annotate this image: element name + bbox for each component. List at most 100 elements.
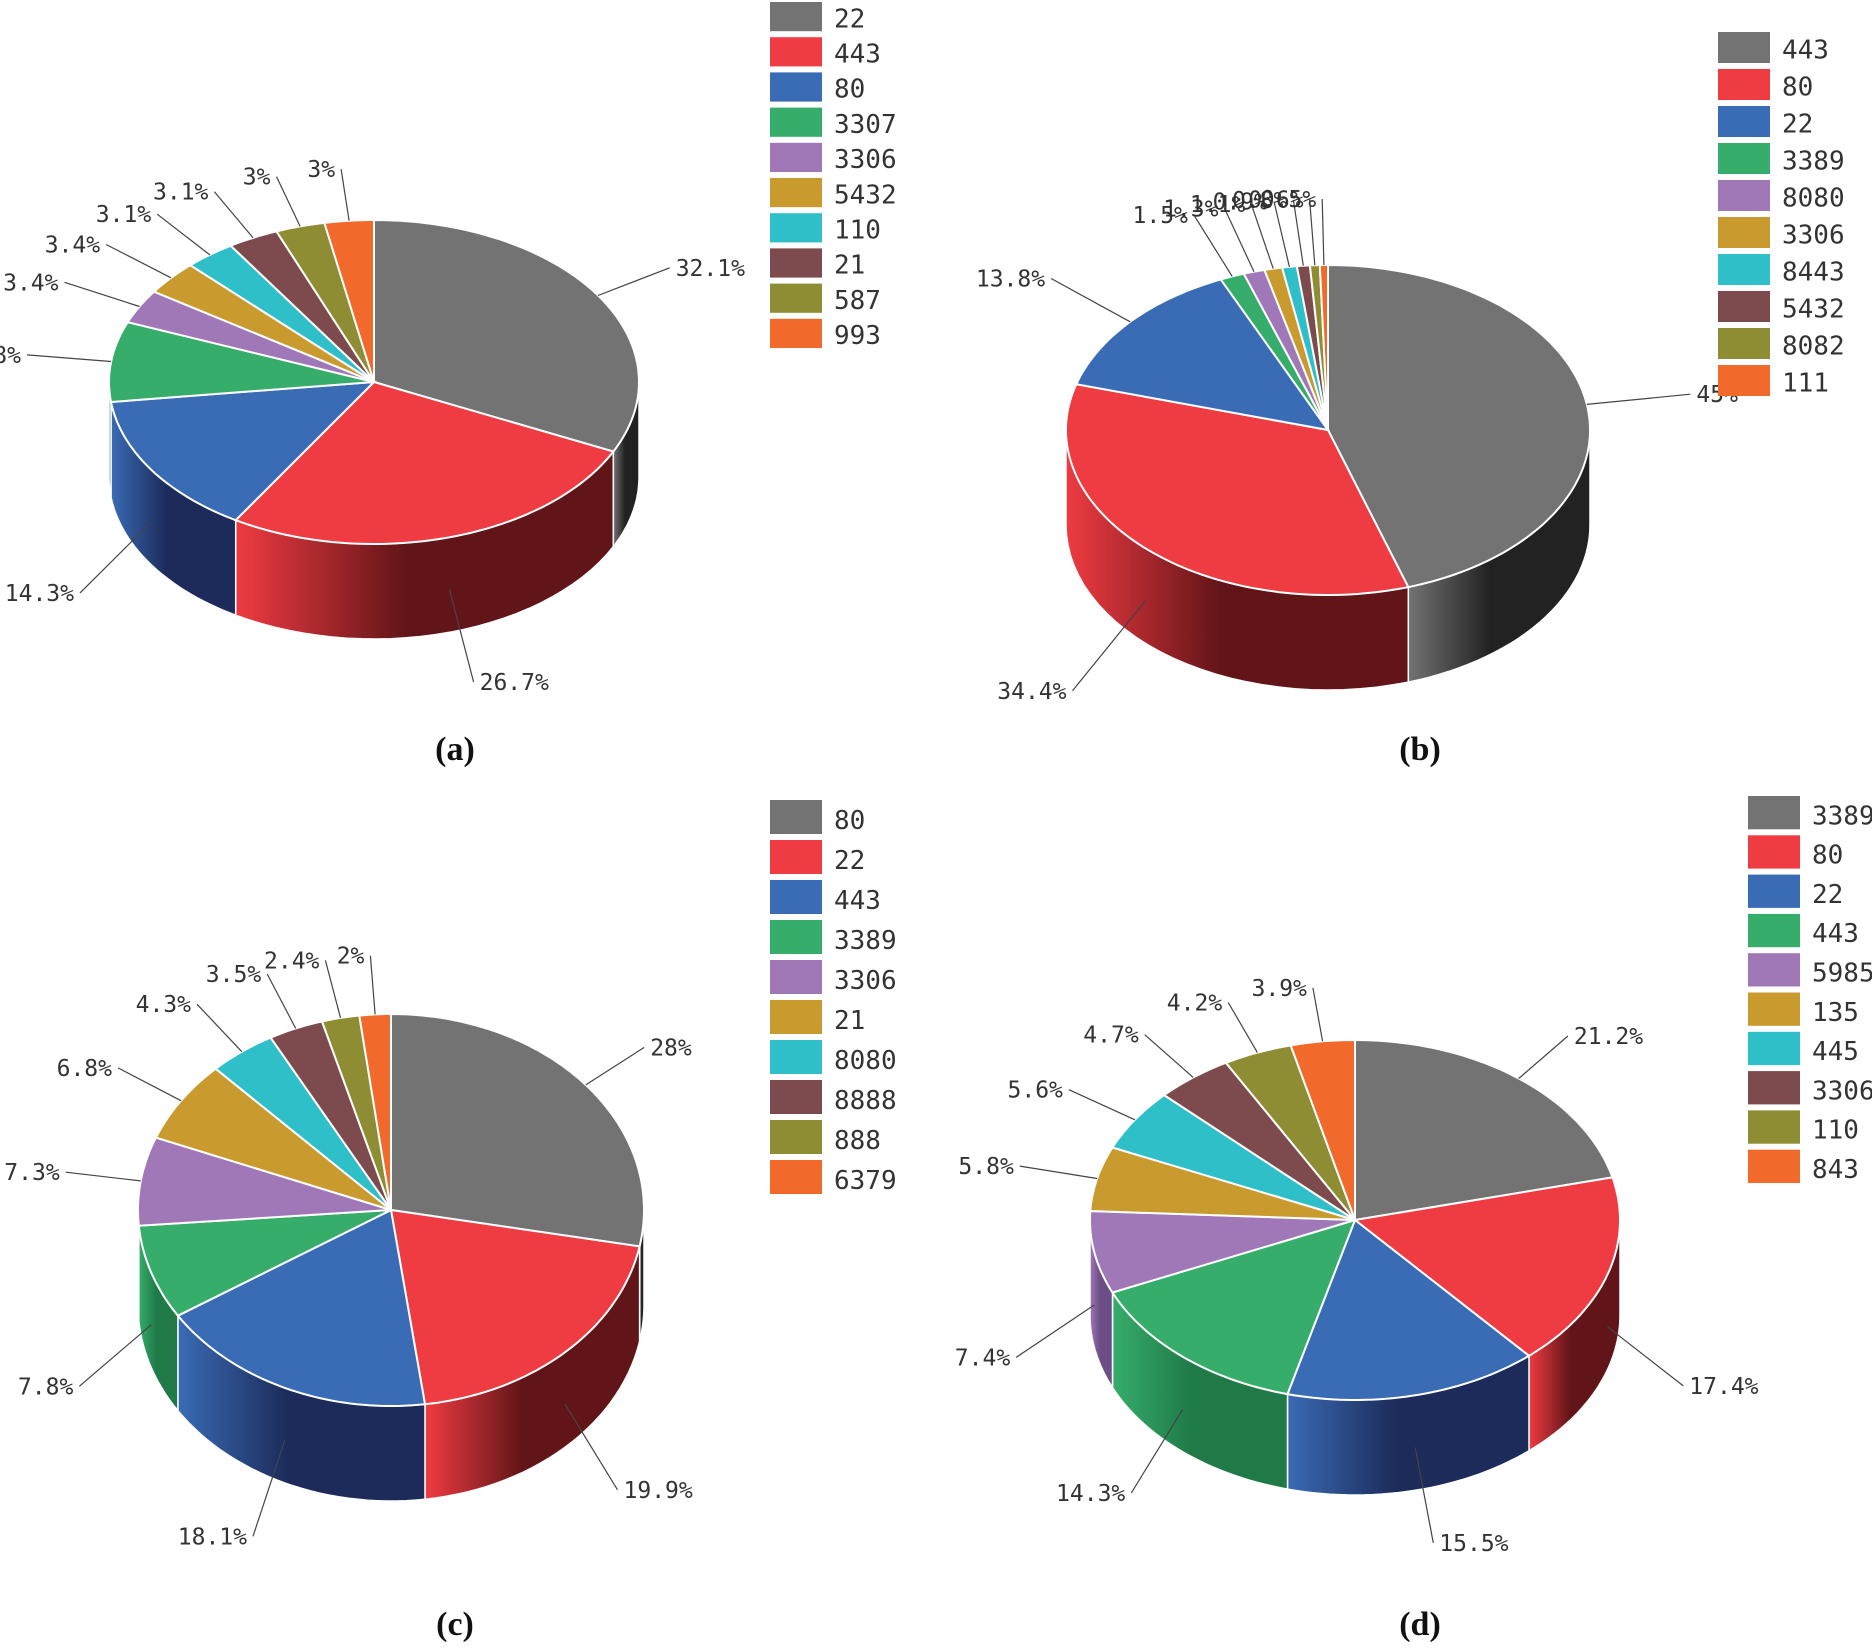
legend-swatch: [770, 248, 822, 278]
slice-8080: [213, 1036, 392, 1211]
leader-line: [597, 267, 670, 297]
leader-line: [26, 354, 112, 363]
slice-label: 32.1%: [676, 256, 745, 282]
slice-3307: [107, 321, 375, 404]
legend-label: 22: [834, 4, 865, 34]
leader-line: [448, 589, 475, 683]
slice-label: 3%: [243, 165, 271, 191]
legend-swatch: [1748, 953, 1800, 987]
legend-label: 110: [834, 216, 881, 246]
leader-line: [213, 191, 254, 239]
legend-swatch: [770, 2, 822, 32]
slice-443: [233, 380, 616, 545]
legend-swatch: [770, 283, 822, 313]
slice-label: 6.8%: [57, 1056, 113, 1082]
legend-label: 8080: [1782, 184, 1845, 214]
legend-swatch: [770, 920, 822, 954]
legend-swatch: [1748, 796, 1800, 830]
legend-label: 3389: [834, 926, 897, 956]
leader-line: [340, 169, 350, 221]
legend-label: 22: [1782, 110, 1813, 140]
leader-line: [79, 521, 152, 594]
leader-line: [1050, 277, 1131, 323]
legend-swatch: [770, 880, 822, 914]
legend-swatch: [770, 1040, 822, 1074]
leader-line: [1130, 1408, 1184, 1494]
legend-swatch: [770, 178, 822, 208]
slice-3306: [126, 290, 375, 383]
slice-label: 1.5%: [1133, 203, 1189, 229]
legend-label: 21: [834, 251, 865, 281]
slice-label: 3.4%: [45, 233, 101, 259]
legend-label: 3307: [834, 110, 897, 140]
legend-label: 3306: [1782, 221, 1845, 251]
legend-label: 80: [834, 806, 865, 836]
legend-label: 8082: [1782, 332, 1845, 362]
slice-label: 1.3%: [1163, 196, 1219, 222]
slice-label: 4.7%: [1083, 1023, 1139, 1049]
legend-label: 587: [834, 286, 881, 316]
slice-label: 0.9%: [1213, 190, 1269, 216]
legend-label: 3306: [1812, 1076, 1872, 1106]
legend: 3389 80 22 443 5985 135 445 3306 110 843: [1748, 796, 1872, 1185]
slice-labels: 28% 19.9% 18.1% 7.8% 7.3% 6.8% 4.3% 3.5%2.4% 2%: [4, 944, 693, 1551]
leader-line: [117, 1067, 182, 1102]
leader-line: [1019, 1165, 1098, 1180]
legend-swatch: [770, 1000, 822, 1034]
legend-swatch: [770, 800, 822, 834]
pie-chart-d: 21.2% 17.4% 15.5% 14.3% 7.4% 5.8% 5.6% 4.7% 4.2%…: [955, 796, 1872, 1643]
legend-label: 22: [834, 846, 865, 876]
chart-caption: (d): [1399, 1606, 1441, 1643]
leader-line: [1227, 1002, 1258, 1053]
slice-label: 3.1%: [153, 180, 209, 206]
legend-label: 8080: [834, 1046, 897, 1076]
pie-chart-c: 28% 19.9% 18.1% 7.8% 7.3% 6.8% 4.3% 3.5%2.4% 2% 8…: [4, 800, 897, 1643]
legend-swatch: [770, 37, 822, 67]
legend-swatch: [1718, 143, 1770, 174]
leader-line: [1193, 214, 1233, 277]
slice-label: 8%: [0, 343, 21, 369]
slice-label: 34.4%: [997, 679, 1066, 705]
slice-label: 3%: [307, 157, 335, 183]
slice-label: 13.8%: [976, 267, 1045, 293]
leader-line: [1068, 1089, 1136, 1121]
slice-443: [1110, 1218, 1357, 1396]
legend-swatch: [1748, 913, 1800, 948]
leader-line: [564, 1404, 619, 1491]
legend-label: 843: [1812, 1155, 1859, 1185]
slice-label: 4.2%: [1167, 990, 1223, 1016]
slice-label: 26.7%: [480, 670, 549, 696]
leader-line: [1312, 987, 1324, 1042]
legend-label: 443: [1812, 919, 1859, 949]
slice-22: [1074, 278, 1331, 432]
pie-top: [1065, 263, 1591, 596]
legend-swatch: [770, 213, 822, 243]
pie-side-walls: [1089, 1219, 1621, 1496]
slice-labels: 45%34.4%13.8%1.5%1.3%1.1%0.9%0.8%0.6%0.5…: [976, 187, 1738, 705]
slice-label: 3.4%: [3, 270, 59, 296]
slice-labels: 21.2% 17.4% 15.5% 14.3% 7.4% 5.8% 5.6% 4.7% 4.2%…: [955, 976, 1759, 1557]
chart-caption: (c): [436, 1606, 474, 1643]
legend-swatch: [1748, 874, 1800, 908]
legend-label: 888: [834, 1126, 881, 1156]
legend-label: 80: [1812, 841, 1843, 871]
legend-swatch: [1718, 106, 1770, 137]
legend-label: 22: [1812, 880, 1843, 910]
chart-caption: (a): [435, 731, 475, 768]
pie-top: [107, 218, 641, 545]
leader-line: [369, 955, 376, 1015]
slice-label: 14.3%: [1056, 1481, 1125, 1507]
legend-swatch: [770, 142, 822, 172]
slice-80: [390, 1012, 645, 1248]
leader-line: [1273, 201, 1290, 267]
slice-label: 28%: [650, 1035, 692, 1061]
pie-chart-b: 45%34.4%13.8%1.5%1.3%1.1%0.9%0.8%0.6%0.5…: [976, 32, 1845, 768]
slice-22: [1286, 1218, 1531, 1401]
legend-swatch: [1718, 291, 1770, 322]
leader-line: [1250, 203, 1274, 269]
legend: 22 443 80 3307 3306 5432 110 21 587 993: [770, 2, 897, 351]
slice-label: 17.4%: [1689, 1374, 1758, 1400]
slice-label: 2%: [337, 944, 365, 970]
leader-line: [105, 243, 172, 279]
legend-swatch: [1748, 1031, 1800, 1066]
